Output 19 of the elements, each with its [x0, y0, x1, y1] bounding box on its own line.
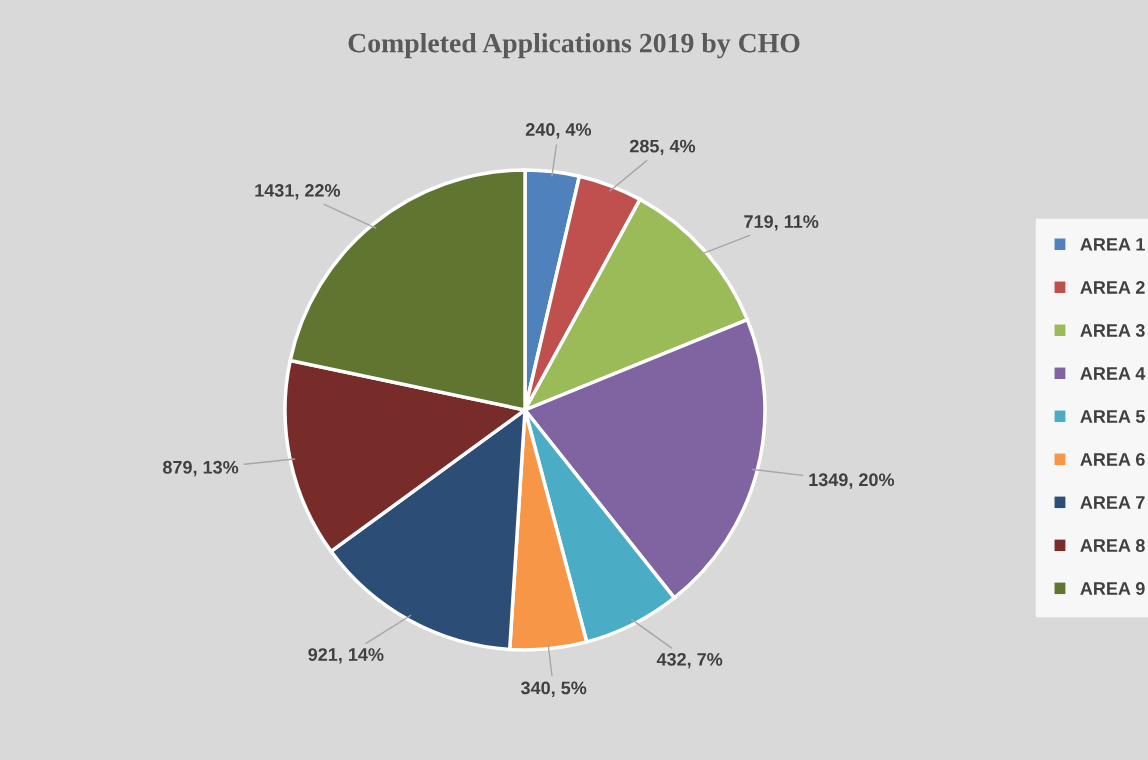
legend-label: AREA 7	[1080, 496, 1145, 509]
data-label: 1431, 22%	[255, 184, 341, 200]
legend-label: AREA 2	[1080, 281, 1145, 294]
legend-label: AREA 8	[1080, 539, 1145, 552]
data-label: 240, 4%	[525, 123, 592, 139]
legend-label: AREA 6	[1080, 453, 1145, 466]
data-label: 879, 13%	[162, 460, 239, 477]
legend-label: AREA 4	[1080, 367, 1146, 380]
legend-label: AREA 5	[1080, 410, 1145, 423]
data-label: 921, 14%	[308, 648, 384, 664]
legend-label: AREA 1	[1080, 238, 1145, 251]
legend-label: AREA 3	[1080, 324, 1145, 337]
data-label: 719, 11%	[744, 215, 819, 231]
data-label: 285, 4%	[629, 139, 696, 156]
data-label: 432, 7%	[656, 652, 723, 669]
data-label: 340, 5%	[520, 681, 587, 697]
data-label: 1349, 20%	[809, 473, 895, 489]
chart-title: Completed Applications 2019 by CHO	[348, 32, 800, 59]
legend-label: AREA 9	[1080, 582, 1145, 595]
